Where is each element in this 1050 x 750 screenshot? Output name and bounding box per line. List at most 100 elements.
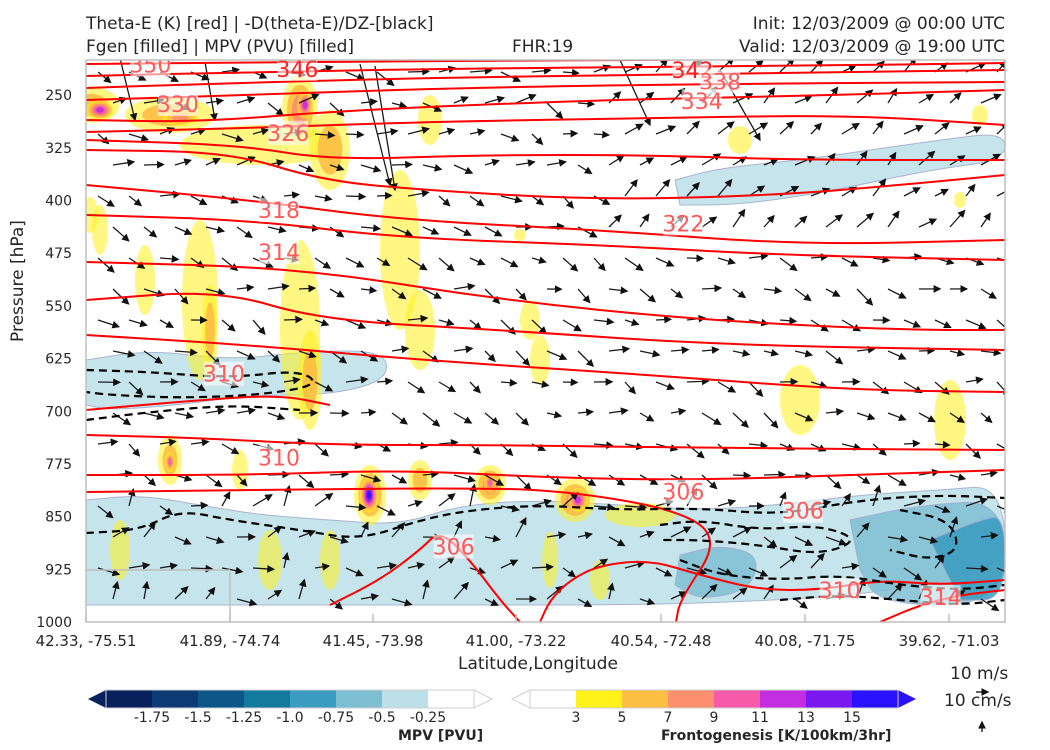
wind-vector [949, 473, 967, 481]
wind-vector [128, 319, 148, 328]
wind-vector [717, 178, 733, 197]
theta-e-contour [86, 487, 711, 622]
wind-vector [996, 443, 1005, 450]
wind-vector [159, 562, 179, 571]
theta-e-label-bg [258, 198, 299, 223]
wind-vector [655, 125, 677, 135]
stability-contour [779, 595, 1005, 605]
wind-vector [825, 288, 841, 297]
wind-vector [376, 562, 398, 570]
wind-vector [515, 350, 531, 367]
wind-vector [825, 474, 842, 490]
wind-vector [515, 159, 536, 167]
wind-vector [546, 102, 564, 120]
wind-vector [376, 191, 393, 200]
wind-vector [825, 536, 848, 546]
wind-vector [205, 536, 225, 545]
wind-vector [825, 408, 845, 416]
wind-vector [996, 319, 1005, 333]
filled-fields-layer [86, 75, 1005, 606]
wind-vector [748, 441, 769, 450]
wind-vector [360, 164, 382, 173]
wind-vector [360, 408, 377, 417]
wind-vector [686, 443, 705, 459]
wind-vector [607, 582, 615, 600]
wind-vector [546, 585, 564, 600]
wind-vector [97, 71, 112, 84]
wind-vector [112, 158, 136, 167]
wind-vector [484, 474, 505, 486]
theta-e-label: 306 [433, 536, 475, 561]
wind-vector [577, 408, 594, 417]
wind-vector [143, 412, 165, 421]
wind-vector [314, 381, 334, 392]
wind-vector [267, 412, 286, 421]
wind-vector [856, 474, 871, 485]
wind-vector [97, 505, 114, 519]
wind-vector [887, 412, 907, 422]
wind-vector [143, 474, 157, 487]
wind-vector [531, 380, 550, 388]
wind-vector [577, 99, 596, 108]
wind-vector [484, 158, 500, 167]
stability-contour [659, 520, 852, 554]
wind-vector [112, 350, 136, 358]
wind-vector [763, 348, 779, 357]
wind-vector [639, 288, 656, 303]
theta-e-label-bg [258, 445, 299, 470]
wind-vector [593, 441, 615, 449]
wind-vector [159, 255, 180, 263]
wind-vector [779, 257, 798, 272]
frontogenesis-blob [575, 496, 581, 504]
theta-e-label-bg [433, 534, 474, 559]
wind-vector [221, 133, 244, 143]
wind-vector [980, 212, 991, 228]
colorbars-layer: -1.75 -1.5 -1.25 -1.0 -0.75 -0.5 -0.25 3 5 7 9 11 13… [88, 688, 990, 732]
wind-vector [619, 60, 651, 127]
wind-vector [205, 474, 223, 488]
wind-vector [298, 93, 320, 104]
wind-vector [934, 440, 951, 449]
wind-vector [593, 558, 609, 569]
wind-vector [374, 65, 398, 192]
wind-vector [469, 257, 486, 266]
title-right-line1: Init: 12/03/2009 @ 00:00 UTC [752, 14, 1005, 34]
theta-e-label-bg [663, 211, 704, 236]
wind-vector [593, 317, 615, 326]
wind-vector [267, 589, 283, 600]
wind-vector [887, 151, 897, 166]
wind-vector [887, 210, 900, 228]
x-tick-label: 40.08, -71.75 [755, 632, 856, 650]
wind-vector [732, 471, 752, 480]
wind-vector [531, 319, 548, 335]
wind-vector [345, 130, 365, 139]
plot-frame [85, 59, 1006, 623]
wind-vector [763, 158, 779, 166]
wind-vector [531, 66, 552, 75]
wind-vector [314, 563, 331, 571]
wind-vector [329, 163, 345, 172]
wind-vector [732, 93, 754, 104]
theta-e-contour [86, 62, 1005, 77]
wind-vector [872, 120, 884, 135]
theta-e-label: 314 [258, 241, 300, 266]
frontogenesis-blob [172, 114, 188, 122]
wind-vector [949, 349, 966, 357]
mpv-colorbar-label: MPV [PVU] [398, 728, 484, 744]
wind-vector [779, 491, 787, 507]
wind-vector [469, 195, 485, 207]
wind-vector [624, 63, 643, 73]
wind-vector [732, 587, 748, 600]
wind-vector [329, 102, 345, 117]
axes-layer: 250 325 400 475 550 625 700 775 850 925 100042.33,… [36, 59, 1006, 650]
wind-vector [624, 503, 648, 511]
wind-vector [779, 554, 798, 569]
wind-vector [469, 381, 481, 394]
wind-vector [546, 159, 567, 167]
wind-vector [546, 531, 567, 540]
wind-vector [376, 377, 394, 386]
wind-vector [329, 226, 345, 238]
frontogenesis-blob [934, 380, 966, 460]
wind-vector [670, 156, 688, 166]
wind-vector [205, 225, 226, 234]
